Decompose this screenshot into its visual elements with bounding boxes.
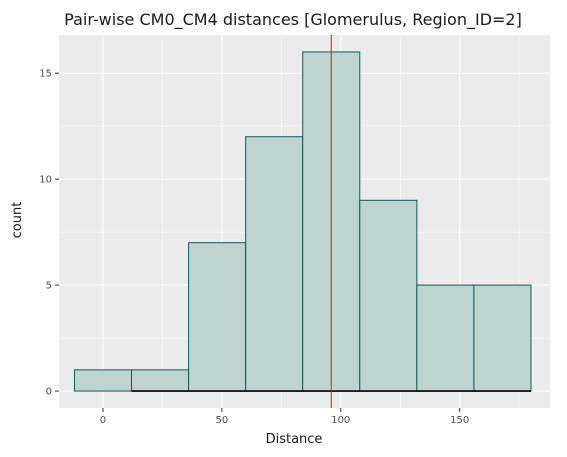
y-axis-ticks: 0 5 10 15 — [39, 69, 59, 398]
histogram-bar — [73, 369, 133, 392]
y-axis-title: count — [10, 202, 25, 239]
x-axis-ticks: 0 50 100 150 — [100, 408, 469, 426]
histogram-bar — [359, 199, 418, 392]
histogram-bar — [473, 284, 532, 392]
chart-title: Pair-wise CM0_CM4 distances [Glomerulus,… — [64, 10, 522, 30]
histogram-bar — [416, 284, 475, 392]
histogram-bar — [188, 242, 247, 392]
x-tick-label: 100 — [331, 415, 350, 426]
histogram-bars — [73, 51, 532, 392]
histogram-bar — [245, 136, 304, 392]
x-tick-label: 150 — [450, 415, 469, 426]
x-tick-label: 0 — [100, 415, 106, 426]
x-axis-title: Distance — [266, 432, 323, 447]
y-tick-label: 0 — [46, 387, 52, 398]
x-tick-label: 50 — [216, 415, 229, 426]
histogram-bar — [131, 369, 190, 392]
y-tick-label: 10 — [39, 175, 52, 186]
y-tick-label: 5 — [46, 281, 52, 292]
y-tick-label: 15 — [39, 69, 52, 80]
